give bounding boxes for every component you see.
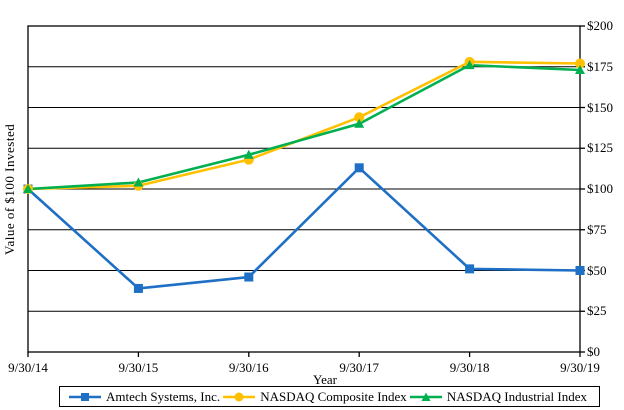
x-tick-label: 9/30/17 [339, 360, 380, 375]
series-line-triangle [27, 63, 581, 191]
x-tick-label: 9/30/18 [449, 360, 490, 375]
x-tick-label: 9/30/16 [228, 360, 269, 375]
y-tick-label: $125 [587, 140, 613, 156]
marker-triangle [243, 149, 254, 159]
marker-square [354, 163, 364, 173]
marker-square [575, 266, 585, 275]
marker-triangle [354, 118, 365, 128]
marker-square [465, 264, 475, 274]
legend-item-nasdaq-industrial: NASDAQ Industrial Index [409, 389, 587, 405]
y-tick-label: $25 [587, 303, 607, 319]
y-axis-title: Value of $100 Invested [2, 123, 17, 255]
marker-triangle [23, 184, 33, 193]
legend-item-nasdaq-composite: NASDAQ Composite Index [222, 389, 407, 405]
marker-square [244, 272, 254, 282]
legend-label: Amtech Systems, Inc. [106, 388, 221, 404]
marker-triangle [464, 60, 475, 70]
y-tick-label: $175 [587, 58, 613, 74]
legend-line-circle-icon [223, 392, 256, 401]
series-line-square [27, 166, 581, 290]
y-tick-label: $50 [587, 262, 607, 278]
x-tick-label: 9/30/14 [8, 360, 48, 375]
legend-label: NASDAQ Industrial Index [446, 388, 587, 404]
marker-circle [575, 58, 585, 69]
y-tick-label: $200 [587, 18, 613, 33]
legend: Amtech Systems, Inc. NASDAQ Composite In… [59, 386, 600, 407]
marker-circle [354, 112, 365, 123]
y-tick-label: $75 [587, 221, 607, 237]
x-tick-label: 9/30/19 [560, 360, 600, 375]
x-tick-label: 9/30/15 [118, 360, 159, 375]
y-tick-label: $0 [587, 344, 600, 359]
series-line-circle [27, 60, 581, 191]
marker-triangle [575, 65, 585, 75]
legend-line-triangle-icon [409, 392, 442, 401]
y-tick-label: $150 [587, 99, 613, 115]
x-axis-title: Year [313, 372, 337, 387]
y-tick-label: $100 [587, 181, 613, 196]
legend-line-square-icon [69, 392, 101, 401]
marker-triangle [133, 177, 144, 187]
legend-item-amtech: Amtech Systems, Inc. [68, 389, 220, 405]
legend-label: NASDAQ Composite Index [260, 388, 407, 404]
marker-square [133, 283, 143, 293]
